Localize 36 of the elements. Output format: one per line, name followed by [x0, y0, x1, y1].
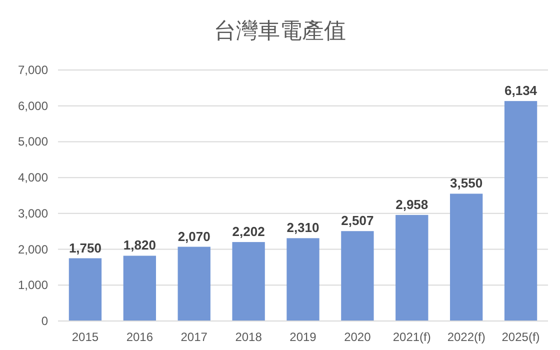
x-tick-label: 2022(f): [447, 330, 486, 344]
data-label: 3,550: [450, 176, 483, 191]
bar: [504, 101, 538, 321]
x-tick-label: 2019: [290, 330, 317, 344]
x-tick-label: 2016: [126, 330, 154, 344]
x-tick-label: 2020: [344, 330, 372, 344]
y-tick-label: 6,000: [18, 98, 48, 113]
data-label: 2,202: [232, 224, 265, 240]
data-label: 2,310: [286, 220, 320, 236]
x-tick-label: 2018: [235, 330, 262, 344]
x-tick-label: 2015: [72, 330, 99, 344]
data-label: 1,750: [68, 240, 102, 256]
data-label: 2,507: [341, 213, 374, 228]
bar: [232, 242, 265, 321]
data-label: 2,958: [396, 196, 428, 212]
bar: [68, 258, 102, 321]
bar: [396, 214, 428, 321]
y-tick-label: 7,000: [18, 63, 48, 77]
data-label: 6,134: [504, 83, 538, 98]
chart-title: 台灣車電產值: [214, 18, 346, 43]
data-label: 2,070: [178, 228, 210, 244]
x-tick-label: 2021(f): [392, 330, 431, 344]
y-tick-label: 5,000: [18, 134, 48, 149]
x-tick-label: 2025(f): [502, 330, 540, 344]
y-tick-label: 0: [41, 314, 48, 328]
data-label: 1,820: [123, 238, 156, 253]
bar: [341, 231, 374, 321]
bar: [286, 238, 320, 321]
x-tick-label: 2017: [180, 330, 208, 344]
y-tick-label: 3,000: [18, 206, 48, 220]
bar: [450, 194, 483, 321]
y-tick-label: 2,000: [18, 242, 48, 256]
y-tick-label: 4,000: [18, 170, 48, 185]
y-tick-label: 1,000: [18, 278, 48, 292]
bar: [178, 246, 210, 321]
bar: [123, 256, 156, 321]
